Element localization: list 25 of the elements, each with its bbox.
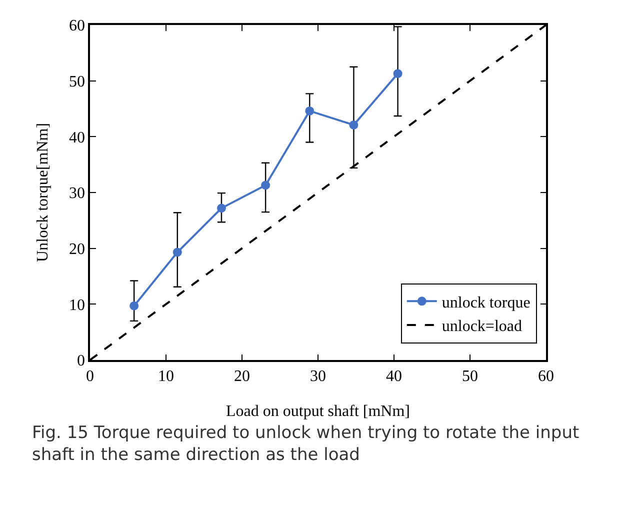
point — [261, 180, 270, 190]
y-tick-label: 40 — [69, 129, 86, 146]
point — [172, 248, 182, 257]
y-tick-label: 50 — [69, 73, 86, 90]
y-tick-label: 60 — [69, 18, 86, 35]
y-tick-label: 0 — [77, 352, 86, 370]
y-tick-label: 30 — [69, 185, 86, 202]
x-axis-title: Load on output shaft [mNm] — [226, 403, 410, 420]
x-tick-label: 40 — [386, 368, 402, 385]
caption: Fig. 15 Torque required to unlock when trying to rotate the input shaft in the same direction as the load — [32, 422, 580, 466]
x-tick-label: 10 — [158, 368, 174, 385]
y-axis-title: Unlock torque[mNm] — [34, 122, 52, 262]
x-tick-label: 60 — [538, 368, 554, 385]
legend-label: unlock torque — [442, 294, 530, 312]
x-tick-label: 50 — [462, 368, 478, 385]
point — [349, 120, 358, 130]
point — [130, 301, 139, 310]
point — [393, 69, 402, 78]
point — [305, 106, 314, 116]
x-tick-label: 20 — [234, 368, 250, 385]
x-tick-label: 30 — [310, 368, 326, 385]
y-tick-label: 20 — [69, 240, 86, 258]
legend-label: unlock=load — [442, 318, 522, 336]
y-tick-label: 10 — [69, 296, 86, 314]
point — [216, 204, 226, 213]
